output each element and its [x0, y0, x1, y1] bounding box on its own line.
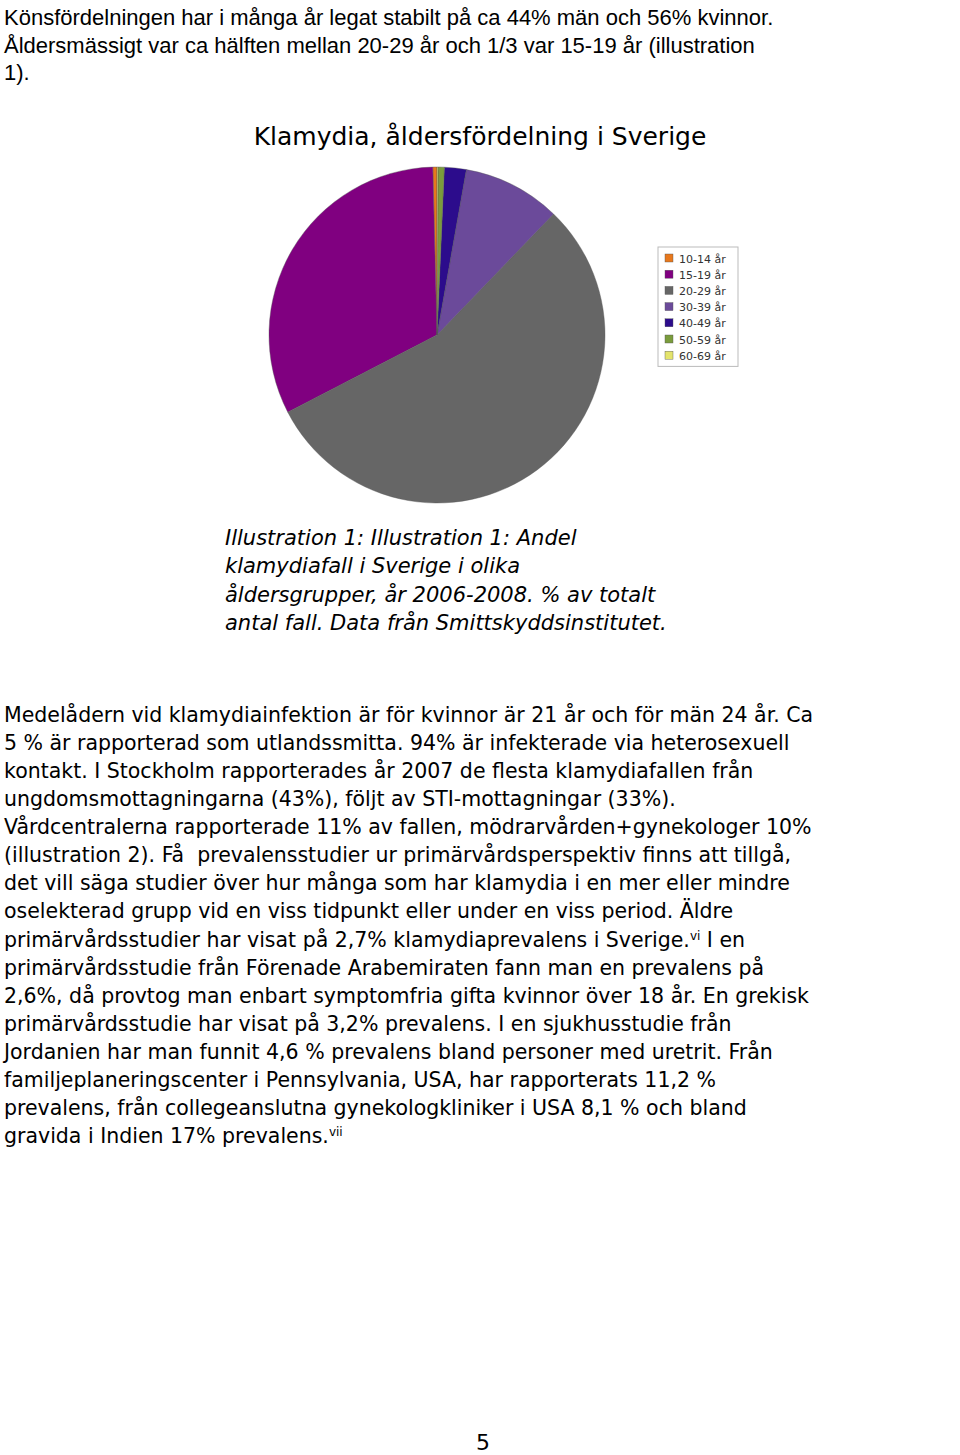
caption-line: åldersgrupper, år 2006-2008. % av totalt	[225, 582, 656, 607]
body-text: ungdomsmottagningarna (43%), följt av ST…	[4, 787, 676, 811]
body-text: (illustration 2). Få prevalensstudier ur…	[4, 842, 791, 867]
legend-label: 10-14 år	[679, 253, 726, 266]
legend-label: 50-59 år	[679, 334, 726, 347]
body-line: familjeplaneringscenter i Pennsylvania, …	[4, 1068, 716, 1092]
legend-swatch	[665, 270, 673, 278]
body-line: Medelådern vid klamydiainfektion är för …	[4, 702, 813, 727]
body-text: kontakt. I Stockholm rapporterades år 20…	[4, 758, 753, 783]
pie-slice	[437, 167, 466, 335]
intro-line: 1).	[4, 60, 30, 85]
body-line: kontakt. I Stockholm rapporterades år 20…	[4, 758, 753, 783]
body-text: 2,6%, då provtog man enbart symptomfria …	[4, 983, 809, 1008]
body-text: I en	[700, 928, 745, 952]
body-text: gravida i Indien 17% prevalens.	[4, 1124, 329, 1148]
body-line: oselekterad grupp vid en viss tidpunkt e…	[4, 898, 733, 923]
pie-slice	[437, 167, 444, 335]
legend-swatch	[665, 254, 673, 262]
caption-line: antal fall. Data från Smittskyddsinstitu…	[225, 610, 667, 635]
body-text: Jordanien har man funnit 4,6 % prevalens…	[2, 1039, 773, 1064]
body-line: 5 % är rapporterad som utlandssmitta. 94…	[4, 731, 789, 755]
body-text: oselekterad grupp vid en viss tidpunkt e…	[4, 898, 733, 923]
footnote-ref: vii	[329, 1125, 343, 1139]
legend-swatch	[665, 335, 673, 343]
body-line: primärvårdsstudie har visat på 3,2% prev…	[4, 1011, 732, 1036]
body-line: prevalens, från collegeanslutna gynekolo…	[4, 1095, 747, 1120]
caption-line: klamydiafall i Sverige i olika	[225, 554, 520, 578]
legend-label: 60-69 år	[679, 350, 726, 363]
body-line: (illustration 2). Få prevalensstudier ur…	[4, 842, 791, 867]
caption-line: Illustration 1: Illustration 1: Andel	[225, 526, 577, 550]
legend-swatch	[665, 286, 673, 294]
chart-title: Klamydia, åldersfördelning i Sverige	[254, 122, 707, 151]
body-line: det vill säga studier över hur många som…	[4, 870, 790, 895]
body-line: gravida i Indien 17% prevalens.vii	[4, 1124, 343, 1148]
legend-swatch	[665, 351, 673, 359]
body-text: primärvårdsstudie har visat på 3,2% prev…	[4, 1011, 732, 1036]
legend-swatch	[665, 319, 673, 327]
body-line: ungdomsmottagningarna (43%), följt av ST…	[4, 787, 676, 811]
intro-line: Könsfördelningen har i många år legat st…	[4, 5, 773, 30]
body-text: primärvårdsstudie från Förenade Arabemir…	[4, 955, 764, 980]
page: Könsfördelningen har i många år legat st…	[0, 0, 960, 1455]
body-text: 5 % är rapporterad som utlandssmitta. 94…	[4, 731, 789, 755]
pie-slice	[437, 167, 438, 335]
body-line: Vårdcentralerna rapporterade 11% av fall…	[4, 814, 812, 839]
body-text: Medelådern vid klamydiainfektion är för …	[4, 702, 813, 727]
body-line: Jordanien har man funnit 4,6 % prevalens…	[2, 1039, 773, 1064]
footnote-ref: vi	[690, 929, 700, 943]
legend-label: 30-39 år	[679, 301, 726, 314]
body-line: 2,6%, då provtog man enbart symptomfria …	[4, 983, 809, 1008]
legend-label: 20-29 år	[679, 285, 726, 298]
body-text: primärvårdsstudier har visat på 2,7% kla…	[4, 927, 690, 952]
legend: 10-14 år 15-19 år 20-29 år 30-39 år 40-49 år…	[658, 247, 738, 366]
pie-chart: Klamydia, åldersfördelning i Sverige 10-1…	[254, 122, 738, 503]
legend-box	[658, 247, 738, 366]
body-text: det vill säga studier över hur många som…	[4, 870, 790, 895]
legend-label: 15-19 år	[679, 269, 726, 282]
body-text: Vårdcentralerna rapporterade 11% av fall…	[4, 814, 812, 839]
page-number: 5	[476, 1430, 490, 1455]
intro-line: Åldersmässigt var ca hälften mellan 20-2…	[4, 33, 755, 58]
body-line: primärvårdsstudier har visat på 2,7% kla…	[4, 927, 745, 952]
body-text: familjeplaneringscenter i Pennsylvania, …	[4, 1068, 716, 1092]
legend-swatch	[665, 303, 673, 311]
body-text: prevalens, från collegeanslutna gynekolo…	[4, 1095, 747, 1120]
body-line: primärvårdsstudie från Förenade Arabemir…	[4, 955, 764, 980]
legend-label: 40-49 år	[679, 317, 726, 330]
